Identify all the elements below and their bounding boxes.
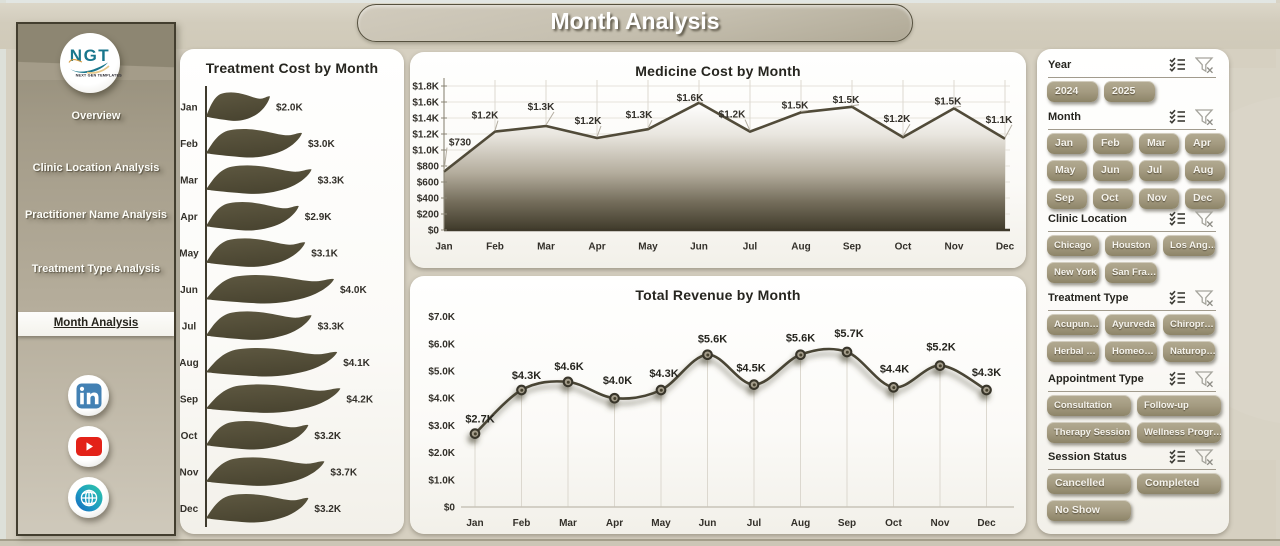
svg-text:Nov: Nov xyxy=(180,468,199,479)
svg-text:$1.8K: $1.8K xyxy=(412,82,439,93)
svg-text:$1.4K: $1.4K xyxy=(412,114,439,125)
svg-text:$1.0K: $1.0K xyxy=(428,475,455,486)
svg-text:$4.4K: $4.4K xyxy=(880,363,909,375)
svg-text:Oct: Oct xyxy=(181,431,198,442)
svg-text:$1.1K: $1.1K xyxy=(986,115,1013,126)
svg-text:May: May xyxy=(651,518,671,529)
svg-text:$1.3K: $1.3K xyxy=(528,102,555,113)
svg-text:Jul: Jul xyxy=(182,322,197,333)
svg-text:$4.3K: $4.3K xyxy=(649,368,678,380)
svg-text:$1.2K: $1.2K xyxy=(472,111,499,122)
svg-text:Feb: Feb xyxy=(513,518,531,529)
svg-text:$4.2K: $4.2K xyxy=(346,395,373,406)
svg-text:$4.3K: $4.3K xyxy=(972,367,1001,379)
svg-text:$730: $730 xyxy=(449,138,472,149)
svg-text:Sep: Sep xyxy=(180,395,198,406)
svg-text:Apr: Apr xyxy=(606,518,623,529)
svg-text:$1.2K: $1.2K xyxy=(719,110,746,121)
svg-text:Apr: Apr xyxy=(588,242,605,253)
svg-text:Nov: Nov xyxy=(931,518,950,529)
svg-text:Jun: Jun xyxy=(690,242,708,253)
svg-text:$4.1K: $4.1K xyxy=(343,358,370,369)
svg-text:$1.0K: $1.0K xyxy=(412,146,439,157)
svg-text:$600: $600 xyxy=(417,178,440,189)
svg-text:$400: $400 xyxy=(417,194,440,205)
svg-text:Jan: Jan xyxy=(466,518,483,529)
svg-text:$1.2K: $1.2K xyxy=(884,114,911,125)
svg-text:Jan: Jan xyxy=(435,242,452,253)
svg-text:$1.6K: $1.6K xyxy=(412,98,439,109)
svg-text:$5.7K: $5.7K xyxy=(834,328,863,340)
svg-text:$200: $200 xyxy=(417,210,440,221)
svg-text:$5.6K: $5.6K xyxy=(786,333,815,345)
svg-text:Oct: Oct xyxy=(895,242,912,253)
svg-text:$2.7K: $2.7K xyxy=(465,414,494,426)
svg-text:$3.2K: $3.2K xyxy=(314,504,341,515)
svg-text:Mar: Mar xyxy=(559,518,577,529)
svg-text:$4.0K: $4.0K xyxy=(603,375,632,387)
svg-text:$5.6K: $5.6K xyxy=(698,334,727,346)
svg-text:Jul: Jul xyxy=(747,518,762,529)
svg-text:$3.2K: $3.2K xyxy=(314,431,341,442)
svg-text:May: May xyxy=(180,249,199,260)
svg-text:$5.0K: $5.0K xyxy=(428,367,455,378)
svg-text:Mar: Mar xyxy=(537,242,555,253)
svg-text:$3.0K: $3.0K xyxy=(308,139,335,150)
svg-text:$4.6K: $4.6K xyxy=(554,361,583,373)
svg-text:May: May xyxy=(638,242,658,253)
svg-text:$0: $0 xyxy=(444,503,456,514)
svg-text:$800: $800 xyxy=(417,162,440,173)
svg-text:$5.2K: $5.2K xyxy=(926,342,955,354)
svg-text:$2.0K: $2.0K xyxy=(428,448,455,459)
svg-text:$3.3K: $3.3K xyxy=(318,322,345,333)
svg-text:$4.3K: $4.3K xyxy=(512,370,541,382)
svg-text:Aug: Aug xyxy=(180,358,199,369)
svg-text:$1.6K: $1.6K xyxy=(677,93,704,104)
svg-text:$4.5K: $4.5K xyxy=(736,363,765,375)
svg-text:Dec: Dec xyxy=(996,242,1015,253)
svg-text:$1.5K: $1.5K xyxy=(833,95,860,106)
svg-text:$1.5K: $1.5K xyxy=(935,96,962,107)
svg-text:Aug: Aug xyxy=(791,518,810,529)
svg-text:$1.2K: $1.2K xyxy=(575,116,602,127)
svg-text:$2.9K: $2.9K xyxy=(305,212,332,223)
svg-text:Dec: Dec xyxy=(180,504,199,515)
svg-text:Aug: Aug xyxy=(791,242,810,253)
svg-text:$7.0K: $7.0K xyxy=(428,312,455,323)
svg-text:Nov: Nov xyxy=(945,242,964,253)
svg-text:Dec: Dec xyxy=(977,518,996,529)
svg-text:$3.3K: $3.3K xyxy=(318,176,345,187)
svg-text:Jul: Jul xyxy=(743,242,758,253)
svg-text:Apr: Apr xyxy=(180,212,197,223)
svg-text:Jun: Jun xyxy=(699,518,717,529)
svg-text:$2.0K: $2.0K xyxy=(276,103,303,114)
svg-text:$6.0K: $6.0K xyxy=(428,339,455,350)
svg-text:$4.0K: $4.0K xyxy=(428,394,455,405)
svg-text:$3.0K: $3.0K xyxy=(428,421,455,432)
svg-text:$0: $0 xyxy=(428,226,440,237)
svg-text:$3.1K: $3.1K xyxy=(311,249,338,260)
svg-text:Jun: Jun xyxy=(180,285,198,296)
svg-text:Jan: Jan xyxy=(180,103,197,114)
svg-text:$1.5K: $1.5K xyxy=(782,100,809,111)
svg-text:$3.7K: $3.7K xyxy=(330,468,357,479)
svg-text:$4.0K: $4.0K xyxy=(340,285,367,296)
svg-text:Oct: Oct xyxy=(885,518,902,529)
svg-text:Sep: Sep xyxy=(843,242,861,253)
svg-text:Mar: Mar xyxy=(180,176,198,187)
svg-text:Feb: Feb xyxy=(486,242,504,253)
svg-text:$1.3K: $1.3K xyxy=(626,110,653,121)
svg-text:Feb: Feb xyxy=(180,139,198,150)
svg-text:$1.2K: $1.2K xyxy=(412,130,439,141)
svg-text:Sep: Sep xyxy=(838,518,856,529)
